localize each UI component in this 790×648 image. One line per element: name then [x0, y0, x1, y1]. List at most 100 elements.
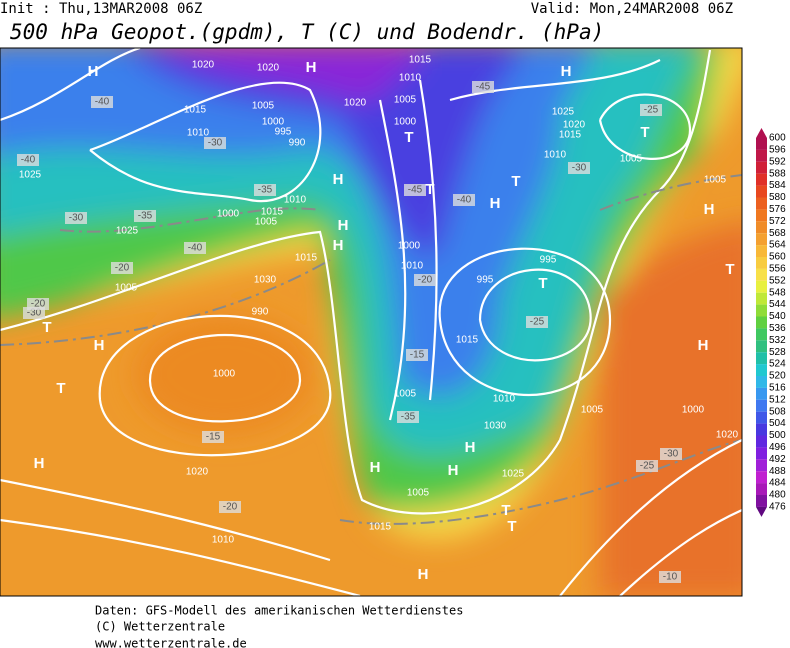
label-box — [526, 316, 548, 328]
colorbar-swatch — [756, 328, 767, 341]
label-box — [414, 274, 436, 286]
pressure-center: T — [538, 275, 547, 292]
contour-label: -10 — [663, 572, 678, 583]
pressure-center: H — [338, 217, 349, 234]
colorbar-label: 540 — [769, 311, 786, 322]
contour-label: 1005 — [704, 175, 727, 186]
contour-label: -40 — [21, 155, 36, 166]
colorbar-label: 532 — [769, 335, 786, 346]
colorbar-swatch — [756, 221, 767, 234]
init-time: Init : Thu,13MAR2008 06Z — [0, 1, 202, 17]
contour-label: 1000 — [213, 369, 236, 380]
pressure-center: T — [640, 124, 649, 141]
colorbar-swatch — [756, 304, 767, 317]
contour-label: -15 — [410, 350, 425, 361]
map-title: 500 hPa Geopot.(gpdm), T (C) und Bodendr… — [10, 20, 604, 44]
contour-label: 1005 — [115, 283, 138, 294]
colorbar-swatch — [756, 149, 767, 162]
contour-label: 1010 — [399, 73, 422, 84]
contour-label: 1020 — [716, 430, 739, 441]
contour-label: 1025 — [19, 170, 42, 181]
colorbar-label: 596 — [769, 145, 786, 156]
contour-label: -35 — [401, 412, 416, 423]
pressure-center: H — [698, 337, 709, 354]
contour-label: -15 — [206, 432, 221, 443]
contour-label: -20 — [418, 275, 433, 286]
contour-label: -30 — [69, 213, 84, 224]
contour-label: 1015 — [295, 253, 318, 264]
colorbar-label: 560 — [769, 252, 786, 263]
contour-label: 1005 — [407, 488, 430, 499]
contour-label: -30 — [664, 449, 679, 460]
pressure-center: H — [418, 566, 429, 583]
contour-label: 1000 — [217, 209, 240, 220]
colorbar-swatch — [756, 495, 767, 507]
map-frame — [0, 47, 743, 597]
contour-label: 1025 — [552, 107, 575, 118]
colorbar-label: 484 — [769, 478, 786, 489]
colorbar-swatch — [756, 411, 767, 424]
contour-label: 1015 — [184, 105, 207, 116]
colorbar-label: 592 — [769, 156, 786, 167]
footer-line: Daten: GFS-Modell des amerikanischen Wet… — [95, 604, 463, 618]
pressure-center: H — [333, 171, 344, 188]
contour-label: 1030 — [484, 421, 507, 432]
colorbar-swatch — [756, 352, 767, 365]
label-box — [202, 431, 224, 443]
colorbar-swatch — [756, 364, 767, 376]
contour-label: 1005 — [620, 154, 643, 165]
pressure-center: H — [94, 337, 105, 354]
contour-label: -30 — [27, 308, 42, 319]
label-box — [65, 212, 87, 224]
colorbar-swatch — [756, 257, 767, 269]
colorbar-label: 496 — [769, 442, 786, 453]
contour-label: -35 — [258, 185, 273, 196]
contour-label: -20 — [115, 263, 130, 274]
pressure-center: T — [511, 173, 520, 190]
label-box — [636, 460, 658, 472]
colorbar-label: 548 — [769, 287, 786, 298]
label-box — [453, 194, 475, 206]
colorbar-swatch — [756, 447, 767, 460]
contour-label: 1015 — [456, 335, 479, 346]
colorbar-swatch — [756, 435, 767, 448]
label-box — [568, 162, 590, 174]
colorbar-swatch — [756, 376, 767, 388]
contour-label: 1005 — [255, 217, 278, 228]
pressure-center: H — [561, 63, 572, 80]
contour-label: -30 — [572, 163, 587, 174]
colorbar-swatch — [756, 471, 767, 484]
pressure-center: T — [507, 518, 516, 535]
colorbar-label: 556 — [769, 264, 786, 275]
colorbar-label: 536 — [769, 323, 786, 334]
pressure-center: H — [34, 455, 45, 472]
colorbar-label: 572 — [769, 216, 786, 227]
contour-label: -20 — [223, 502, 238, 513]
label-box — [472, 81, 494, 93]
contour-label: 1015 — [559, 130, 582, 141]
colorbar-swatch — [756, 233, 767, 246]
pressure-center: H — [704, 201, 715, 218]
contour-label: 1000 — [262, 117, 285, 128]
label-box — [27, 298, 49, 310]
contour-label: 1020 — [563, 120, 586, 131]
colorbar-label: 544 — [769, 299, 786, 310]
contour-label: 1010 — [187, 128, 210, 139]
contour-label: -35 — [138, 211, 153, 222]
colorbar-swatch — [756, 316, 767, 329]
colorbar-label: 584 — [769, 180, 786, 191]
contour-label: -40 — [188, 243, 203, 254]
contour-label: 1005 — [394, 95, 417, 106]
pressure-center: H — [306, 59, 317, 76]
pressure-center: H — [88, 63, 99, 80]
contour-label: -20 — [31, 299, 46, 310]
contour-label: 1015 — [261, 207, 284, 218]
contour-label: 1010 — [544, 150, 567, 161]
contour-label: 1020 — [192, 60, 215, 71]
contour-label: 1005 — [394, 389, 417, 400]
contour-label: -40 — [95, 97, 110, 108]
valid-time: Valid: Mon,24MAR2008 06Z — [531, 1, 733, 17]
colorbar-label: 600 — [769, 133, 786, 144]
pressure-center: T — [404, 129, 413, 146]
